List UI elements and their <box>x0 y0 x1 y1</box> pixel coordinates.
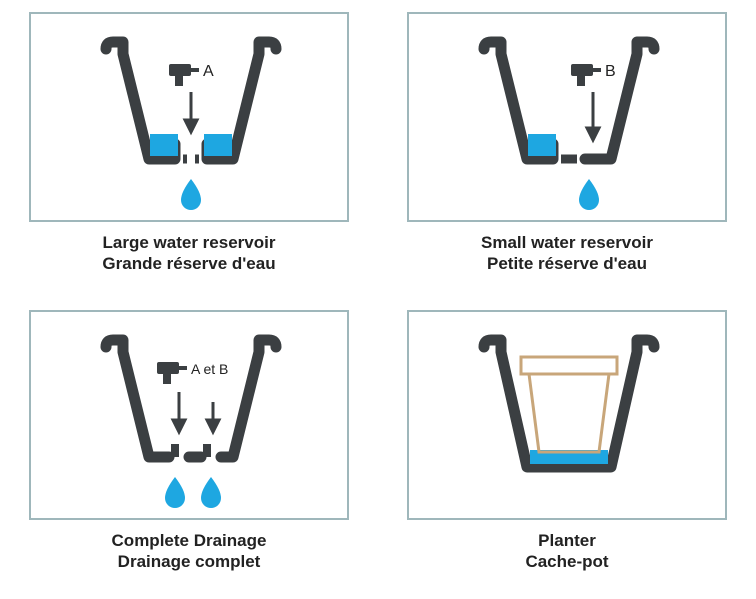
cell-planter: Planter Cache-pot <box>398 310 736 588</box>
diagram-small-reservoir: B <box>409 14 729 224</box>
caption-planter: Planter Cache-pot <box>525 530 608 573</box>
caption-fr: Petite réserve d'eau <box>481 253 653 274</box>
diagram-large-reservoir: A <box>31 14 351 224</box>
caption-en: Planter <box>525 530 608 551</box>
cell-complete-drainage: A et B Complete Drainage Drainage comple… <box>20 310 358 588</box>
caption-small-reservoir: Small water reservoir Petite réserve d'e… <box>481 232 653 275</box>
diagram-grid: A Large water reservoir Grande réserve d… <box>0 0 756 599</box>
caption-complete-drainage: Complete Drainage Drainage complet <box>112 530 267 573</box>
diagram-complete-drainage: A et B <box>31 312 351 522</box>
caption-fr: Cache-pot <box>525 551 608 572</box>
panel-planter <box>407 310 727 520</box>
caption-fr: Drainage complet <box>112 551 267 572</box>
cell-small-reservoir: B Small water reservoir Petite réserve d… <box>398 12 736 290</box>
caption-en: Complete Drainage <box>112 530 267 551</box>
cell-large-reservoir: A Large water reservoir Grande réserve d… <box>20 12 358 290</box>
caption-en: Large water reservoir <box>102 232 275 253</box>
caption-large-reservoir: Large water reservoir Grande réserve d'e… <box>102 232 275 275</box>
drill-label-ab: A et B <box>191 361 228 377</box>
diagram-planter <box>409 312 729 522</box>
panel-small-reservoir: B <box>407 12 727 222</box>
drill-label-a: A <box>203 63 214 80</box>
panel-large-reservoir: A <box>29 12 349 222</box>
caption-fr: Grande réserve d'eau <box>102 253 275 274</box>
drill-label-b: B <box>605 63 616 80</box>
caption-en: Small water reservoir <box>481 232 653 253</box>
panel-complete-drainage: A et B <box>29 310 349 520</box>
